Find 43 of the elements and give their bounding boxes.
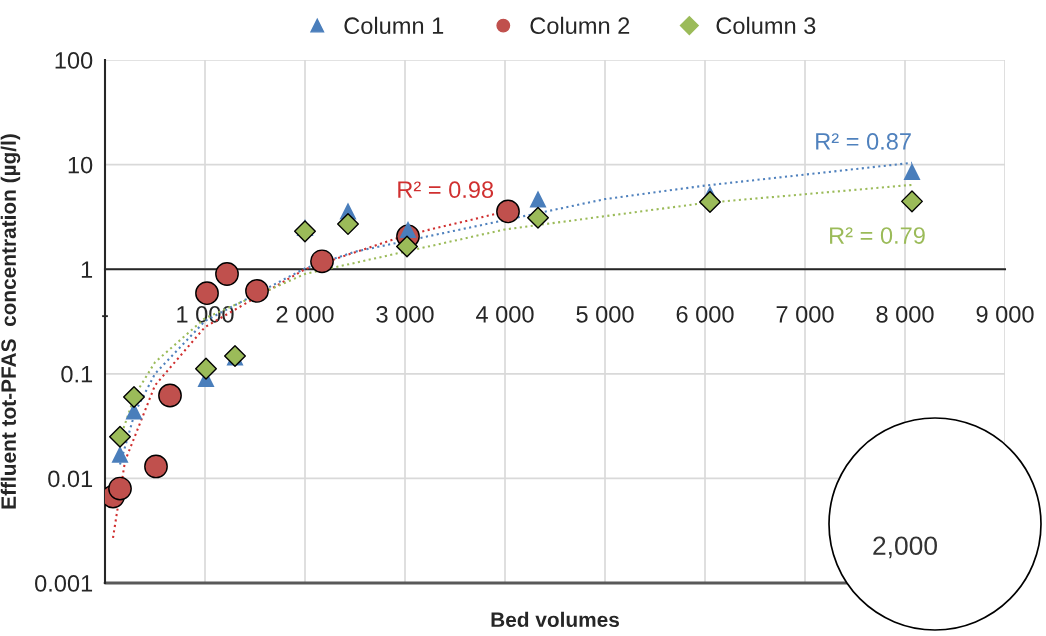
legend-label: Column 2 xyxy=(530,16,630,35)
point xyxy=(123,386,145,409)
point xyxy=(529,190,547,208)
legend-label: Column 1 xyxy=(344,16,444,35)
y-axis-title: Effluent tot-PFAS concentration (µg/l) xyxy=(0,134,21,509)
point xyxy=(109,425,131,448)
point xyxy=(245,279,269,303)
point xyxy=(699,190,721,213)
point xyxy=(158,383,182,408)
x-tick-label: 4 000 xyxy=(476,305,534,323)
annotation: 2,000 xyxy=(873,536,937,559)
y-tick-label: 0.1 xyxy=(61,365,93,383)
point xyxy=(144,454,168,479)
point xyxy=(396,235,418,258)
x-axis-title: Bed volumes xyxy=(491,611,619,628)
point xyxy=(901,190,923,213)
point xyxy=(337,213,359,236)
x-tick-label: 8 000 xyxy=(876,305,934,323)
point xyxy=(310,249,334,274)
point xyxy=(496,199,520,224)
point xyxy=(215,262,239,286)
series-label: R² = 0.79 xyxy=(830,227,925,244)
point xyxy=(527,206,549,229)
y-tick-label: 100 xyxy=(55,52,93,69)
point xyxy=(294,220,316,243)
y-tick-label: 1 xyxy=(81,261,93,278)
x-tick-label: 2 000 xyxy=(276,305,334,323)
series-label: R² = 0.98 xyxy=(398,181,494,199)
point xyxy=(195,281,219,306)
x-tick-label: 6 000 xyxy=(676,305,734,323)
series-label: R² = 0.87 xyxy=(816,133,911,150)
x-tick-label: 3 000 xyxy=(376,305,434,323)
x-tick-label: 5 000 xyxy=(576,305,634,323)
point xyxy=(195,357,217,380)
point xyxy=(111,445,129,463)
x-tick-label: 7 000 xyxy=(776,305,834,323)
point xyxy=(108,476,132,501)
y-tick-label: 0.001 xyxy=(35,575,93,592)
point xyxy=(903,162,921,180)
x-tick-label: 9 000 xyxy=(976,305,1034,323)
y-tick-label: 10 xyxy=(68,156,93,174)
legend-label: Column 3 xyxy=(716,16,816,35)
y-tick-label: 0.01 xyxy=(48,470,93,488)
